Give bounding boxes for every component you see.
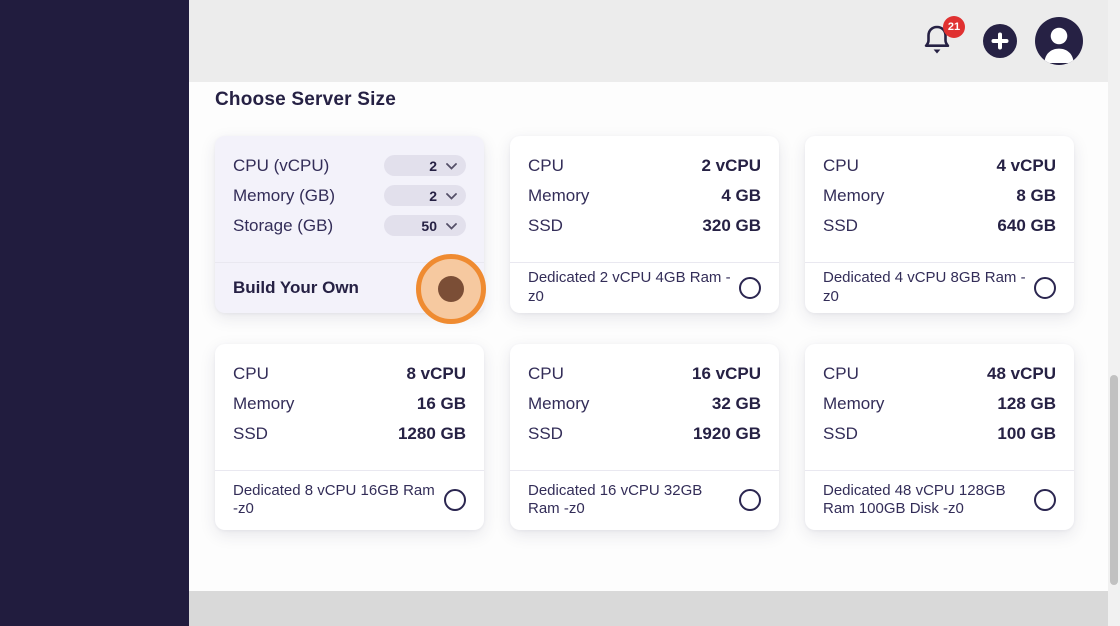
- notification-count-badge: 21: [943, 16, 965, 38]
- card-plan-16vcpu: CPU 16 vCPU Memory 32 GB SSD 1920 GB Ded…: [510, 343, 779, 530]
- storage-dropdown-value: 50: [421, 217, 437, 234]
- memory-label: Memory: [233, 393, 295, 413]
- click-indicator-dot: [438, 275, 464, 302]
- builder-storage-label: Storage (GB): [233, 215, 334, 235]
- builder-row-cpu: CPU (vCPU) 2: [233, 151, 466, 181]
- user-avatar-icon: [1035, 17, 1083, 68]
- builder-memory-label: Memory (GB): [233, 185, 335, 205]
- spec-row-memory: Memory 8 GB: [823, 181, 1056, 211]
- memory-dropdown-value: 2: [429, 187, 437, 204]
- memory-label: Memory: [528, 393, 590, 413]
- memory-value: 16 GB: [416, 393, 466, 413]
- cpu-value: 8 vCPU: [406, 363, 466, 383]
- cpu-dropdown-value: 2: [429, 157, 437, 174]
- spec-row-cpu: CPU 4 vCPU: [823, 151, 1056, 181]
- ssd-label: SSD: [823, 215, 858, 235]
- spec-row-memory: Memory 4 GB: [528, 181, 761, 211]
- cpu-value: 48 vCPU: [987, 363, 1056, 383]
- memory-value: 4 GB: [721, 185, 761, 205]
- ssd-value: 640 GB: [997, 215, 1056, 235]
- cpu-value: 16 vCPU: [692, 363, 761, 383]
- memory-value: 128 GB: [997, 393, 1056, 413]
- plan-radio[interactable]: [1034, 276, 1056, 299]
- spec-row-ssd: SSD 320 GB: [528, 211, 761, 241]
- scrollbar-thumb[interactable]: [1110, 375, 1118, 585]
- card-plan-48vcpu: CPU 48 vCPU Memory 128 GB SSD 100 GB Ded…: [805, 343, 1074, 530]
- ssd-value: 1920 GB: [692, 423, 761, 443]
- main-panel: 21: [189, 0, 1120, 626]
- click-indicator[interactable]: [416, 253, 486, 324]
- scrollbar-track[interactable]: [1108, 0, 1120, 626]
- ssd-value: 100 GB: [997, 423, 1056, 443]
- plan-label: Dedicated 4 vCPU 8GB Ram -z0: [823, 269, 1026, 305]
- storage-dropdown[interactable]: 50: [384, 215, 466, 237]
- ssd-label: SSD: [823, 423, 858, 443]
- profile-avatar[interactable]: [1035, 17, 1083, 65]
- memory-label: Memory: [823, 185, 885, 205]
- ssd-label: SSD: [233, 423, 268, 443]
- spec-row-ssd: SSD 100 GB: [823, 419, 1056, 449]
- plan-radio[interactable]: [1034, 489, 1056, 512]
- server-size-grid: CPU (vCPU) 2 Memory (GB) 2: [215, 135, 1120, 530]
- ssd-label: SSD: [528, 423, 563, 443]
- plan-radio[interactable]: [444, 489, 466, 512]
- cpu-label: CPU: [233, 363, 269, 383]
- builder-row-storage: Storage (GB) 50: [233, 211, 466, 241]
- spec-row-ssd: SSD 1280 GB: [233, 419, 466, 449]
- spec-row-ssd: SSD 640 GB: [823, 211, 1056, 241]
- sidebar: [0, 0, 189, 626]
- spec-row-cpu: CPU 2 vCPU: [528, 151, 761, 181]
- plan-radio[interactable]: [739, 489, 761, 512]
- chevron-down-icon: [446, 188, 457, 203]
- plan-label: Dedicated 2 vCPU 4GB Ram -z0: [528, 269, 731, 305]
- build-your-own-label: Build Your Own: [233, 277, 359, 297]
- builder-row-memory: Memory (GB) 2: [233, 181, 466, 211]
- spec-row-cpu: CPU 8 vCPU: [233, 359, 466, 389]
- add-button[interactable]: [983, 24, 1017, 58]
- ssd-label: SSD: [528, 215, 563, 235]
- ssd-value: 320 GB: [702, 215, 761, 235]
- ssd-value: 1280 GB: [397, 423, 466, 443]
- spec-row-memory: Memory 128 GB: [823, 389, 1056, 419]
- cpu-label: CPU: [528, 155, 564, 175]
- plan-label: Dedicated 8 vCPU 16GB Ram -z0: [233, 481, 435, 518]
- page-title: Choose Server Size: [215, 89, 397, 110]
- spec-row-cpu: CPU 16 vCPU: [528, 359, 761, 389]
- memory-label: Memory: [528, 185, 590, 205]
- memory-value: 32 GB: [711, 393, 761, 413]
- top-header: 21: [189, 0, 1120, 82]
- bottom-strip: [189, 591, 1120, 626]
- card-plan-2vcpu: CPU 2 vCPU Memory 4 GB SSD 320 GB Dedica…: [510, 135, 779, 313]
- spec-row-memory: Memory 16 GB: [233, 389, 466, 419]
- chevron-down-icon: [446, 158, 457, 173]
- spec-row-cpu: CPU 48 vCPU: [823, 359, 1056, 389]
- notifications-button[interactable]: 21: [921, 16, 965, 62]
- memory-label: Memory: [823, 393, 885, 413]
- card-build-your-own: CPU (vCPU) 2 Memory (GB) 2: [215, 135, 486, 324]
- plan-label: Dedicated 16 vCPU 32GB Ram -z0: [528, 481, 703, 518]
- chevron-down-icon: [446, 218, 457, 233]
- cpu-label: CPU: [528, 363, 564, 383]
- cpu-dropdown[interactable]: 2: [384, 155, 466, 177]
- cpu-label: CPU: [823, 363, 859, 383]
- memory-dropdown[interactable]: 2: [384, 185, 466, 207]
- cpu-value: 4 vCPU: [996, 155, 1056, 175]
- memory-value: 8 GB: [1016, 185, 1056, 205]
- cpu-value: 2 vCPU: [701, 155, 761, 175]
- plan-radio[interactable]: [739, 276, 761, 299]
- spec-row-ssd: SSD 1920 GB: [528, 419, 761, 449]
- plan-label: Dedicated 48 vCPU 128GB Ram 100GB Disk -…: [823, 481, 1006, 518]
- spec-row-memory: Memory 32 GB: [528, 389, 761, 419]
- header-icon-group: 21: [921, 6, 1083, 76]
- card-plan-8vcpu: CPU 8 vCPU Memory 16 GB SSD 1280 GB Dedi…: [215, 343, 484, 530]
- builder-cpu-label: CPU (vCPU): [233, 155, 330, 175]
- bell-icon: [921, 25, 953, 62]
- card-plan-4vcpu: CPU 4 vCPU Memory 8 GB SSD 640 GB Dedica…: [805, 135, 1074, 313]
- cpu-label: CPU: [823, 155, 859, 175]
- plus-icon: [983, 24, 1017, 61]
